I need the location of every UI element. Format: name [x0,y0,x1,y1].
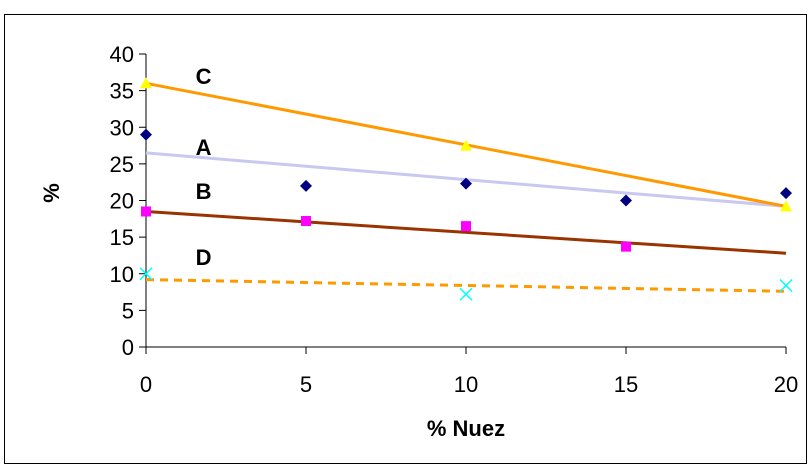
trendline-d [145,278,787,293]
data-markers [139,77,793,301]
series-label-c: C [196,64,212,89]
point-c [780,200,792,212]
point-c [460,139,472,151]
x-tick-label: 10 [454,372,478,397]
x-tick-label: 0 [140,372,152,397]
y-tick-label: 10 [110,262,134,287]
series-label-a: A [196,135,212,160]
point-b [621,241,631,252]
series-label-d: D [196,245,212,270]
y-tick-label: 20 [110,189,134,214]
y-tick-label: 15 [110,225,134,250]
y-tick-label: 40 [110,42,134,67]
y-axis: 0 5 10 15 20 25 30 35 40 [110,42,147,360]
point-b [461,221,471,232]
point-d [779,278,793,293]
point-b [301,216,311,227]
point-a [460,177,472,190]
trendline-b [145,209,787,255]
x-axis: 0 5 10 15 20 [140,346,798,397]
y-tick-label: 25 [110,152,134,177]
x-tick-label: 15 [614,372,638,397]
x-tick-label: 20 [774,372,798,397]
point-x-stroke [139,267,153,281]
y-tick-label: 35 [110,79,134,104]
point-a [620,194,632,207]
point-d [139,267,153,281]
point-d [459,287,473,301]
series-label-b: B [196,179,212,204]
x-tick-label: 5 [300,372,312,397]
chart-frame [4,14,807,464]
point-b [141,206,151,217]
series-labels: C AB D [196,64,212,270]
point-x-stroke [779,278,793,293]
point-a [780,187,792,200]
point-c [140,77,152,89]
point-a [140,128,152,141]
y-tick-label: 0 [122,335,134,360]
point-a [300,179,312,192]
x-axis-title: % Nuez [427,416,505,441]
point-x-stroke [459,287,473,301]
y-tick-label: 5 [122,298,134,323]
y-axis-title: % [39,183,64,203]
y-tick-label: 30 [110,115,134,140]
